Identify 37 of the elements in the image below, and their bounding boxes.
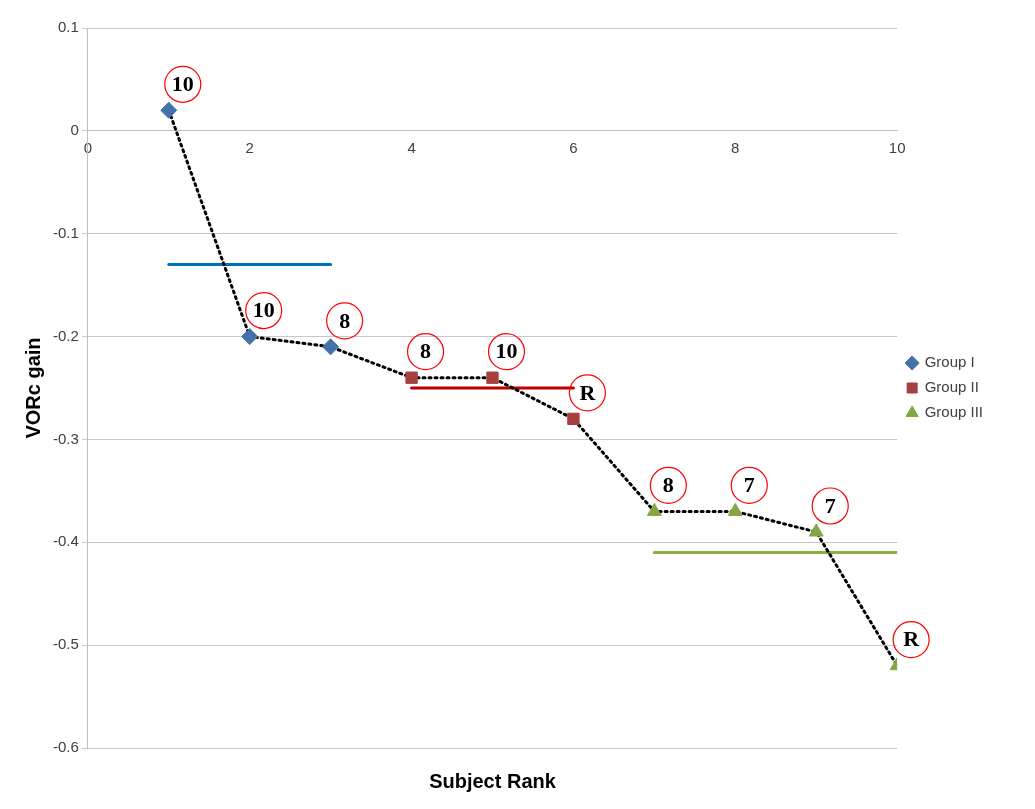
point [241, 328, 259, 346]
legend-label: Group III [924, 403, 983, 421]
x-tick-label: 2 [245, 139, 254, 156]
y-tick-label: -0.5 [52, 635, 79, 653]
point [322, 338, 340, 356]
point [727, 502, 743, 516]
point [405, 371, 418, 384]
x-tick-label: 4 [407, 139, 416, 156]
y-tick-label: -0.1 [52, 223, 79, 241]
annotation: 8 [420, 338, 432, 364]
y-tick-label: -0.6 [52, 738, 79, 756]
annotation: 10 [252, 297, 275, 323]
legend-label: Group I [924, 353, 975, 371]
point [486, 371, 499, 384]
annotation: R [903, 626, 921, 652]
y-axis-title: VORc gain [21, 337, 44, 439]
x-tick-label: 6 [569, 139, 578, 156]
y-tick-label: -0.4 [52, 532, 79, 550]
point [808, 523, 824, 537]
y-tick-label: 0 [70, 121, 79, 138]
y-tick-label: -0.2 [52, 326, 79, 344]
annotation: 7 [743, 472, 755, 498]
point [567, 412, 580, 426]
y-tick-label: 0.1 [57, 18, 79, 36]
y-tick-label: -0.3 [52, 429, 79, 447]
point [646, 502, 662, 516]
annotation: 8 [662, 472, 674, 498]
annotation: 8 [339, 307, 351, 333]
x-tick-label: 10 [888, 139, 906, 156]
annotation: 10 [171, 70, 194, 96]
annotation: 10 [495, 338, 518, 364]
x-axis-title: Subject Rank [429, 769, 557, 792]
x-tick-label: 8 [731, 139, 740, 156]
point [160, 101, 178, 119]
legend-label: Group II [924, 378, 979, 396]
annotation: R [579, 379, 597, 405]
annotation: 7 [824, 492, 836, 518]
